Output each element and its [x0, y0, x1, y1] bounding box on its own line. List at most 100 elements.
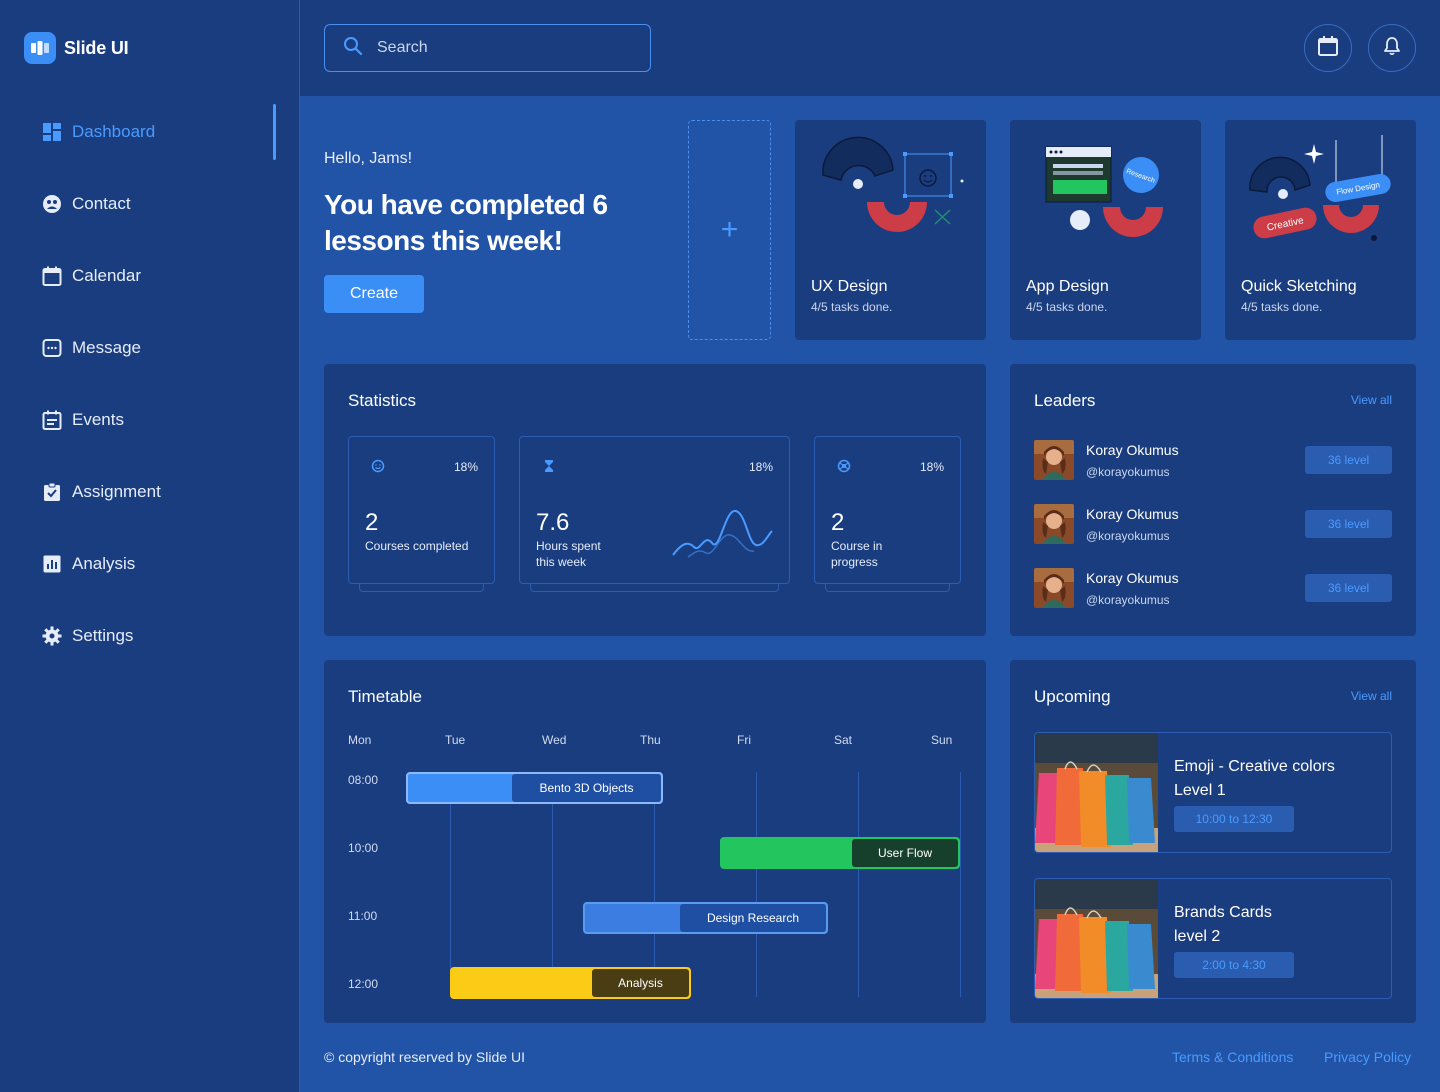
app-logo[interactable]: Slide UI [24, 32, 129, 64]
upcoming-title: Emoji - Creative colors Level 1 [1174, 758, 1335, 799]
search-icon [343, 36, 363, 61]
calendar-button[interactable] [1304, 24, 1352, 72]
event-design-research[interactable]: Design Research [583, 902, 828, 934]
message-icon [42, 338, 62, 358]
event-user-flow[interactable]: User Flow [720, 837, 960, 869]
day-label-thu: Thu [640, 733, 661, 747]
events-icon [42, 410, 62, 430]
leader-level-badge[interactable]: 36 level [1305, 574, 1392, 602]
event-label: Design Research [680, 904, 826, 932]
greeting: Hello, Jams! [324, 150, 413, 167]
event-bento-3d-objects[interactable]: Bento 3D Objects [406, 772, 663, 804]
sidebar-item-label: Calendar [72, 266, 141, 285]
app-design-illustration-icon: Research [1045, 146, 1163, 237]
stat-percent: 18% [748, 460, 773, 474]
target-icon [837, 459, 851, 478]
upcoming-view-all-link[interactable]: View all [1350, 689, 1392, 703]
event-analysis[interactable]: Analysis [450, 967, 691, 999]
search-input[interactable] [377, 39, 617, 57]
stat-label: Courses completed [365, 539, 469, 553]
sidebar-item-label: Dashboard [72, 122, 156, 141]
leader-name: Koray Okumus [1086, 570, 1179, 586]
leader-level-badge[interactable]: 36 level [1305, 510, 1392, 538]
quick-sketching-illustration-icon: Flow Design Creative [1249, 135, 1391, 241]
settings-icon [42, 626, 62, 646]
course-card-quick-sketching[interactable]: Flow Design Creative Quick Sketching 4/5… [1225, 120, 1416, 340]
sidebar-item-analysis[interactable]: Analysis [0, 528, 300, 600]
ux-design-illustration-icon [822, 136, 964, 232]
bell-icon [1382, 36, 1402, 61]
analysis-icon [42, 554, 62, 574]
calendar-icon [42, 266, 62, 286]
time-label: 12:00 [348, 977, 379, 991]
app-name: Slide UI [64, 37, 129, 58]
event-label: Bento 3D Objects [512, 774, 661, 802]
leader-handle: @korayokumus [1086, 465, 1170, 479]
upcoming-item[interactable]: Emoji - Creative colors Level 1 10:00 to… [1034, 732, 1392, 853]
sidebar-item-settings[interactable]: Settings [0, 600, 300, 672]
sidebar-nav: Dashboard Contact Calendar Message Event… [0, 96, 300, 672]
sidebar-item-label: Contact [72, 194, 131, 213]
leader-name: Koray Okumus [1086, 506, 1179, 522]
stat-percent: 18% [453, 460, 478, 474]
leader-level-badge[interactable]: 36 level [1305, 446, 1392, 474]
course-title: Quick Sketching [1241, 278, 1357, 295]
stat-card-hours-spent: 18% 7.6 Hours spent this week [519, 436, 790, 592]
stat-card-course-in-progress: 18% 2 Course in progress [814, 436, 961, 592]
leader-handle: @korayokumus [1086, 593, 1170, 607]
sidebar-item-label: Events [72, 410, 124, 429]
sidebar-item-label: Analysis [72, 554, 136, 573]
course-title: UX Design [811, 278, 888, 295]
create-button[interactable]: Create [324, 275, 424, 313]
copyright-text: © copyright reserved by Slide UI [324, 1049, 525, 1065]
leader-row[interactable]: Koray Okumus @korayokumus 36 level [1034, 440, 1392, 484]
stat-value: 2 [365, 509, 379, 536]
stat-label: Hours spent this week [536, 539, 601, 569]
time-label: 10:00 [348, 841, 379, 855]
upcoming-item[interactable]: Brands Cards level 2 2:00 to 4:30 [1034, 878, 1392, 999]
course-status: 4/5 tasks done. [1026, 300, 1108, 314]
event-label: Analysis [592, 969, 689, 997]
sidebar-item-assignment[interactable]: Assignment [0, 456, 300, 528]
sidebar-item-calendar[interactable]: Calendar [0, 240, 300, 312]
upcoming-time-badge: 2:00 to 4:30 [1174, 952, 1294, 978]
stat-percent: 18% [919, 460, 944, 474]
stat-value: 2 [831, 509, 845, 536]
privacy-link[interactable]: Privacy Policy [1324, 1049, 1412, 1065]
leader-row[interactable]: Koray Okumus @korayokumus 36 level [1034, 568, 1392, 612]
avatar [1034, 568, 1074, 608]
dashboard-icon [42, 122, 62, 142]
panel-title: Timetable [348, 687, 423, 706]
stat-label: Course in progress [831, 539, 883, 569]
terms-link[interactable]: Terms & Conditions [1172, 1049, 1294, 1065]
leaders-view-all-link[interactable]: View all [1350, 393, 1392, 407]
day-label-fri: Fri [737, 733, 751, 747]
panel-title: Leaders [1034, 391, 1096, 410]
sidebar-item-label: Message [72, 338, 141, 357]
contact-icon [42, 194, 62, 214]
day-label-tue: Tue [445, 733, 466, 747]
sidebar-item-contact[interactable]: Contact [0, 168, 300, 240]
calendar-icon [1317, 35, 1339, 62]
statistics-panel: Statistics 18% 2 Courses completed 18% 7… [324, 364, 986, 636]
sidebar-item-message[interactable]: Message [0, 312, 300, 384]
course-title: App Design [1026, 278, 1109, 295]
time-label: 11:00 [348, 909, 378, 923]
sidebar-item-events[interactable]: Events [0, 384, 300, 456]
sidebar-item-label: Assignment [72, 482, 161, 501]
course-card-app-design[interactable]: Research App Design 4/5 tasks done. [1010, 120, 1201, 340]
search-box[interactable] [324, 24, 651, 72]
sidebar-item-dashboard[interactable]: Dashboard [0, 96, 300, 168]
add-course-button[interactable]: + [688, 120, 771, 340]
notifications-button[interactable] [1368, 24, 1416, 72]
leader-handle: @korayokumus [1086, 529, 1170, 543]
avatar [1034, 440, 1074, 480]
panel-title: Upcoming [1034, 687, 1111, 706]
hourglass-icon [542, 459, 556, 478]
upcoming-time-badge: 10:00 to 12:30 [1174, 806, 1294, 832]
course-card-ux-design[interactable]: UX Design 4/5 tasks done. [795, 120, 986, 340]
leaders-panel: Leaders View all Koray Okumus @korayokum… [1010, 364, 1416, 636]
upcoming-title: Brands Cards level 2 [1174, 904, 1272, 945]
course-status: 4/5 tasks done. [811, 300, 893, 314]
leader-row[interactable]: Koray Okumus @korayokumus 36 level [1034, 504, 1392, 548]
